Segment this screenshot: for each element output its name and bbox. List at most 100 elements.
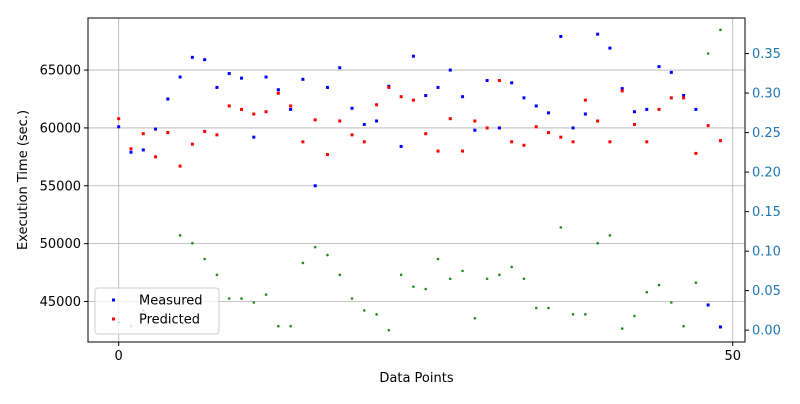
data-points [117, 28, 722, 332]
data-point [227, 72, 231, 76]
data-point [670, 301, 673, 304]
data-point [645, 290, 649, 294]
legend: Measured Predicted [94, 287, 220, 335]
data-point [191, 241, 194, 245]
x-tick-label: 0 [115, 349, 123, 364]
data-point [350, 297, 354, 300]
data-point [461, 269, 464, 273]
data-point [473, 128, 477, 132]
y2-tick-label: 0.15 [752, 205, 781, 220]
data-point [301, 261, 305, 265]
data-point [289, 104, 293, 108]
data-point [240, 76, 244, 80]
data-point [461, 95, 465, 99]
data-point [129, 150, 133, 154]
data-point [350, 106, 354, 110]
data-point [694, 151, 698, 155]
data-point [534, 306, 538, 310]
data-point [178, 234, 182, 237]
data-point [436, 149, 440, 153]
data-point [203, 129, 207, 133]
axes: 0 50 45000 50000 55000 60000 65000 0.00 0.05 0.10… [40, 47, 781, 364]
data-point [547, 111, 551, 115]
data-point [510, 140, 514, 144]
data-point [313, 245, 317, 249]
data-point [289, 324, 292, 328]
data-point [473, 119, 477, 123]
y2-tick-label: 0.10 [752, 245, 781, 260]
data-point [584, 313, 587, 316]
data-point [657, 65, 661, 69]
data-point [338, 66, 342, 70]
data-point [424, 132, 428, 136]
data-point [694, 281, 698, 285]
data-point [706, 303, 710, 307]
data-point [632, 110, 636, 114]
data-point [203, 257, 206, 261]
data-point [227, 297, 231, 300]
data-point [706, 52, 710, 55]
data-point [141, 148, 145, 152]
data-point [596, 32, 600, 36]
data-point [559, 135, 563, 139]
legend-label: Predicted [139, 313, 200, 328]
data-point [363, 309, 366, 312]
data-point [583, 98, 587, 102]
data-point [227, 104, 231, 108]
y-tick-label: 50000 [40, 237, 81, 252]
data-point [510, 265, 513, 269]
data-point [706, 124, 710, 128]
data-point [682, 94, 686, 98]
data-point [608, 46, 612, 50]
data-point [485, 277, 489, 281]
data-point [669, 96, 673, 100]
y2-tick-label: 0.20 [752, 166, 781, 181]
data-point [325, 153, 329, 157]
data-point [117, 125, 121, 129]
data-point [534, 125, 538, 129]
data-point [412, 285, 415, 288]
data-point [166, 131, 170, 135]
data-point [129, 147, 133, 151]
data-point [117, 117, 121, 121]
data-point [522, 143, 526, 147]
data-point [362, 122, 366, 126]
data-point [645, 140, 649, 144]
data-point [436, 257, 440, 261]
data-point [399, 273, 403, 277]
data-point [240, 297, 243, 300]
data-point [362, 140, 366, 144]
data-point [375, 103, 379, 107]
data-point [277, 324, 280, 328]
data-point [669, 70, 673, 74]
data-point [264, 293, 268, 296]
y-tick-label: 60000 [40, 121, 81, 136]
data-point [252, 135, 256, 139]
data-point [596, 241, 599, 245]
data-point [411, 98, 415, 102]
data-point [276, 91, 280, 95]
data-point [596, 119, 600, 123]
data-point [571, 126, 575, 130]
data-point [215, 273, 219, 277]
y2-tick-label: 0.25 [752, 126, 781, 141]
series-secondary [117, 28, 722, 332]
data-point [166, 97, 170, 101]
data-point [682, 96, 686, 100]
data-point [276, 88, 280, 92]
data-point [178, 164, 182, 168]
data-point [534, 104, 538, 108]
y2-tick-label: 0.30 [752, 87, 781, 102]
y-tick-label: 65000 [40, 64, 81, 79]
y-tick-label: 55000 [40, 179, 81, 194]
legend-marker [112, 317, 115, 321]
data-point [559, 226, 563, 229]
data-point [608, 140, 612, 144]
data-point [632, 122, 636, 126]
data-point [424, 94, 428, 98]
series-predicted [117, 78, 722, 168]
data-point [682, 324, 685, 328]
data-point [215, 85, 219, 89]
